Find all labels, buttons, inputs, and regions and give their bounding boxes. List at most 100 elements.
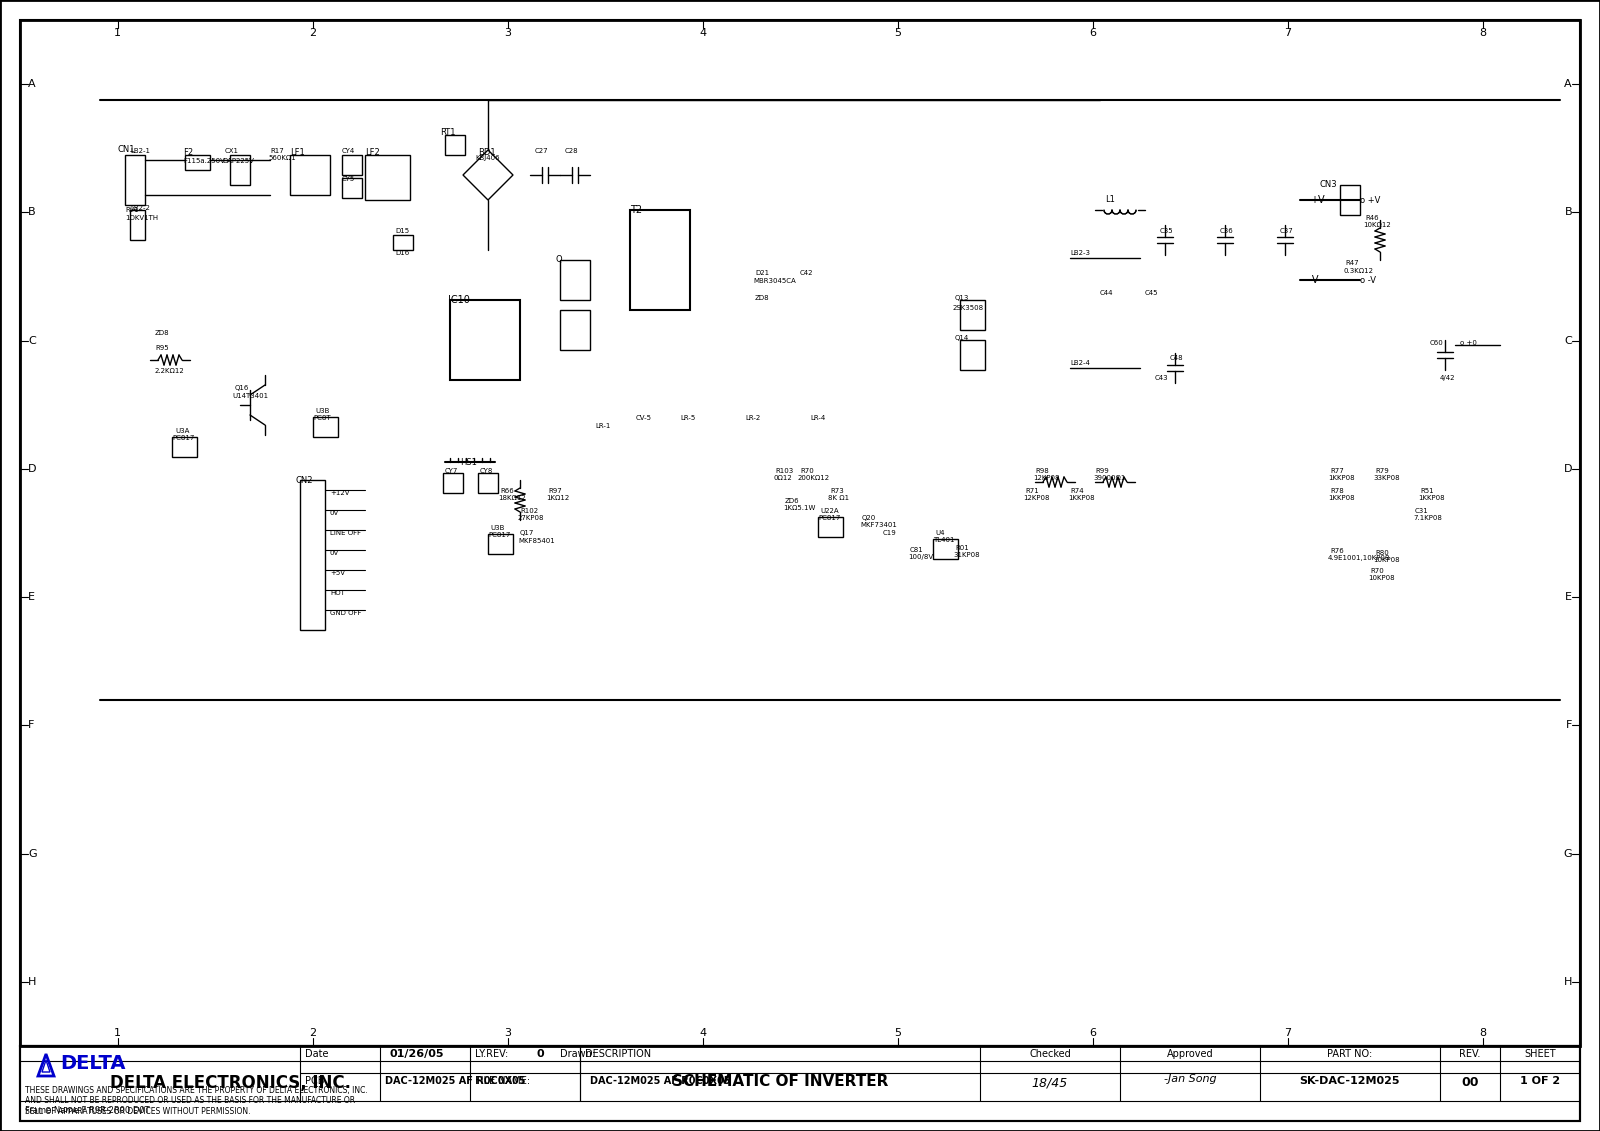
Bar <box>560 310 590 349</box>
Bar <box>488 534 514 554</box>
Text: ZD8: ZD8 <box>155 330 170 336</box>
Text: A: A <box>1565 79 1571 89</box>
Text: LB2-2: LB2-2 <box>130 205 150 211</box>
Text: R46: R46 <box>1365 215 1379 221</box>
Text: CY8: CY8 <box>480 468 493 474</box>
Text: ZD6: ZD6 <box>786 498 800 504</box>
Text: Approved: Approved <box>1166 1048 1213 1059</box>
Text: D: D <box>1563 464 1571 474</box>
Text: 6: 6 <box>1090 1028 1096 1038</box>
Text: 0V: 0V <box>330 510 339 516</box>
Text: o +V: o +V <box>1360 196 1381 205</box>
Bar <box>230 155 250 185</box>
Text: 1 OF 2: 1 OF 2 <box>1520 1076 1560 1086</box>
Text: R73: R73 <box>830 487 843 494</box>
Text: 8: 8 <box>1478 28 1486 38</box>
Text: 33KP08: 33KP08 <box>1373 475 1400 481</box>
Text: U3B: U3B <box>315 408 330 414</box>
Text: DAC-12M025 AF R0C0X05: DAC-12M025 AF R0C0X05 <box>386 1076 525 1086</box>
Text: C19: C19 <box>883 530 896 536</box>
Text: PC817: PC817 <box>173 435 194 441</box>
Text: C35: C35 <box>1160 228 1174 234</box>
Text: 0.3KΩ12: 0.3KΩ12 <box>1342 268 1373 274</box>
Bar <box>186 155 210 170</box>
Text: 2: 2 <box>309 28 317 38</box>
Text: +5V: +5V <box>330 570 346 576</box>
Text: 2.2KΩ12: 2.2KΩ12 <box>155 368 184 374</box>
Text: 4: 4 <box>699 1028 706 1038</box>
Text: D: D <box>29 464 37 474</box>
Text: PART NO:: PART NO: <box>1328 1048 1373 1059</box>
Text: F2: F2 <box>182 148 194 157</box>
Text: 1KΩ5.1W: 1KΩ5.1W <box>782 506 816 511</box>
Polygon shape <box>42 1060 50 1072</box>
Text: R74: R74 <box>1070 487 1083 494</box>
Text: R97: R97 <box>547 487 562 494</box>
Text: CX1: CX1 <box>226 148 238 154</box>
Text: G: G <box>29 848 37 858</box>
Text: Q17: Q17 <box>520 530 534 536</box>
Text: R51: R51 <box>1421 487 1434 494</box>
Text: T2: T2 <box>630 205 642 215</box>
Text: GND OFF: GND OFF <box>330 610 362 616</box>
Text: L1: L1 <box>1106 195 1115 204</box>
Text: R78: R78 <box>1330 487 1344 494</box>
Bar <box>1341 185 1360 215</box>
Text: C: C <box>29 336 35 346</box>
Text: Q14: Q14 <box>955 335 970 342</box>
Bar <box>365 155 410 200</box>
Text: 1KΩ12: 1KΩ12 <box>546 495 570 501</box>
Text: C42: C42 <box>800 270 813 276</box>
Bar <box>19 1046 1581 1121</box>
Bar <box>445 135 466 155</box>
Text: Date: Date <box>306 1048 328 1059</box>
Text: 1KKP08: 1KKP08 <box>1418 495 1445 501</box>
Text: R80: R80 <box>1374 550 1389 556</box>
Text: R95: R95 <box>155 345 168 351</box>
Text: 560KΩ1: 560KΩ1 <box>269 155 296 161</box>
Text: PC817: PC817 <box>488 532 510 538</box>
Text: LF1: LF1 <box>290 148 304 157</box>
Text: 100/8V: 100/8V <box>909 554 933 560</box>
Text: 10KP08: 10KP08 <box>1373 556 1400 563</box>
Bar <box>478 473 498 493</box>
Text: +V: +V <box>1310 195 1325 205</box>
Bar <box>342 178 362 198</box>
Text: DESCRIPTION: DESCRIPTION <box>586 1048 651 1059</box>
Text: 10KP08: 10KP08 <box>1368 575 1395 581</box>
Text: 0Ω12: 0Ω12 <box>773 475 792 481</box>
Text: RT1: RT1 <box>440 128 456 137</box>
Text: LF2: LF2 <box>365 148 379 157</box>
Text: 200KΩ12: 200KΩ12 <box>798 475 830 481</box>
Text: CY5: CY5 <box>342 176 355 182</box>
Text: CN2: CN2 <box>294 476 312 485</box>
Text: C81: C81 <box>910 547 923 553</box>
Text: 5: 5 <box>894 28 901 38</box>
Text: o -V: o -V <box>1360 276 1376 285</box>
Text: KBJ406: KBJ406 <box>475 155 499 161</box>
Text: RV1: RV1 <box>125 207 139 213</box>
Text: H: H <box>1563 977 1571 987</box>
Text: 1: 1 <box>114 28 122 38</box>
Text: HOT: HOT <box>330 590 346 596</box>
Text: SK-DAC-12M025: SK-DAC-12M025 <box>1299 1076 1400 1086</box>
Text: o +0: o +0 <box>1459 340 1477 346</box>
Text: R99: R99 <box>1094 468 1109 474</box>
Text: R79: R79 <box>1374 468 1389 474</box>
Text: +12V: +12V <box>330 490 349 497</box>
Text: DAP225V: DAP225V <box>222 158 254 164</box>
Text: 4: 4 <box>699 28 706 38</box>
Text: -V: -V <box>1310 275 1320 285</box>
Text: E: E <box>1565 593 1571 602</box>
Text: SHEET: SHEET <box>1525 1048 1555 1059</box>
Text: MBR3045CA: MBR3045CA <box>754 278 795 284</box>
Bar <box>314 417 338 437</box>
Text: R70: R70 <box>800 468 814 474</box>
Text: 0: 0 <box>536 1048 544 1059</box>
Text: HS1: HS1 <box>461 458 477 467</box>
Text: 7: 7 <box>1283 1028 1291 1038</box>
Text: SCHEMATIC OF INVERTER: SCHEMATIC OF INVERTER <box>672 1074 888 1089</box>
Text: C28: C28 <box>565 148 579 154</box>
Text: R71: R71 <box>1026 487 1038 494</box>
Text: B: B <box>29 207 35 217</box>
